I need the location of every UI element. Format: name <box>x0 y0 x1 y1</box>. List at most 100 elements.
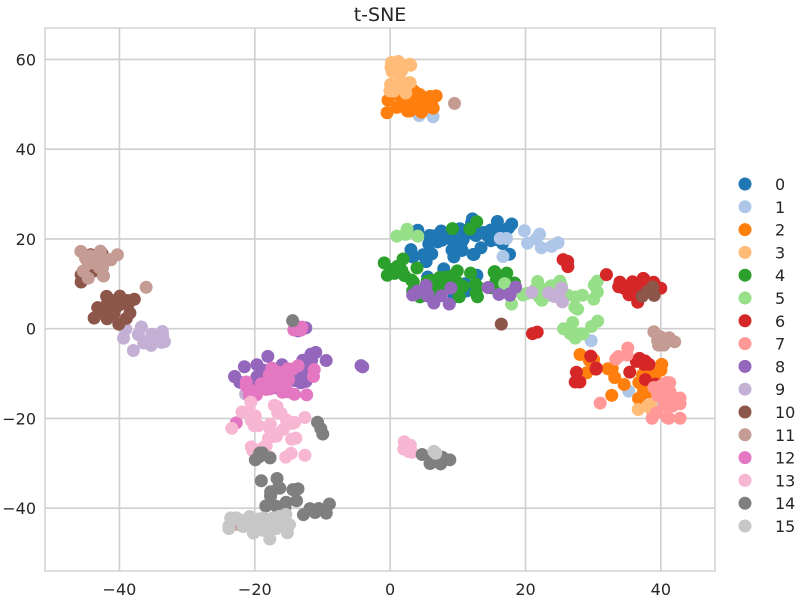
point-series-10 <box>646 280 660 294</box>
point-series-7 <box>662 411 676 425</box>
point-series-14 <box>415 448 429 462</box>
point-series-6 <box>599 268 613 282</box>
point-series-4 <box>450 264 464 278</box>
point-series-13 <box>403 438 417 452</box>
point-series-8 <box>421 287 435 301</box>
point-series-9 <box>157 335 171 349</box>
point-series-4 <box>452 290 466 304</box>
point-series-8 <box>492 287 506 301</box>
point-series-14 <box>443 453 457 467</box>
point-series-5 <box>569 290 583 304</box>
point-series-4 <box>377 256 391 270</box>
y-tick-label: 60 <box>16 50 36 69</box>
point-series-8 <box>319 354 333 368</box>
point-series-4 <box>404 273 418 287</box>
y-tick-label: 40 <box>16 140 36 159</box>
point-series-15 <box>270 511 284 525</box>
legend-label: 3 <box>775 243 785 262</box>
plot-area: −40 −20 0 20 40 −40 −20 0 20 40 60 <box>2 27 716 599</box>
point-series-6 <box>525 327 539 341</box>
point-series-4 <box>396 252 410 266</box>
point-series-15 <box>233 513 247 527</box>
point-series-2 <box>380 106 394 120</box>
y-tick-label: −20 <box>2 409 36 428</box>
point-series-7 <box>645 411 659 425</box>
point-series-2 <box>655 357 669 371</box>
point-series-14 <box>286 314 300 328</box>
point-series-11 <box>97 269 111 283</box>
point-series-5 <box>590 274 604 288</box>
legend-marker-10 <box>738 405 752 419</box>
legend-label: 0 <box>775 175 785 194</box>
point-series-12 <box>247 384 261 398</box>
point-series-7 <box>673 391 687 405</box>
point-series-0 <box>490 215 504 229</box>
point-series-9 <box>555 295 569 309</box>
legend-marker-7 <box>738 337 752 351</box>
legend-label: 11 <box>775 426 795 445</box>
legend-label: 9 <box>775 380 785 399</box>
point-series-4 <box>470 215 484 229</box>
point-series-8 <box>250 358 264 372</box>
point-series-2 <box>605 388 619 402</box>
legend-marker-11 <box>738 428 752 442</box>
legend-label: 6 <box>775 312 785 331</box>
point-series-7 <box>673 411 687 425</box>
point-series-5 <box>591 314 605 328</box>
point-series-5 <box>399 227 413 241</box>
point-series-3 <box>631 403 645 417</box>
point-series-13 <box>279 450 293 464</box>
plot-background <box>45 28 715 571</box>
point-series-4 <box>464 266 478 280</box>
x-tick-label: −20 <box>238 580 272 599</box>
legend-label: 8 <box>775 357 785 376</box>
point-series-7 <box>593 396 607 410</box>
point-series-2 <box>410 97 424 111</box>
point-series-13 <box>247 419 261 433</box>
point-series-10 <box>100 312 114 326</box>
point-series-8 <box>442 297 456 311</box>
legend-marker-8 <box>738 359 752 373</box>
point-series-15 <box>222 522 236 536</box>
legend-marker-14 <box>738 496 752 510</box>
legend-label: 13 <box>775 471 795 490</box>
point-series-7 <box>654 379 668 393</box>
point-series-6 <box>589 361 603 375</box>
point-series-5 <box>411 229 425 243</box>
point-series-14 <box>308 505 322 519</box>
legend-label: 10 <box>775 403 795 422</box>
point-series-1 <box>517 224 531 238</box>
legend-label: 7 <box>775 335 785 354</box>
point-series-0 <box>419 255 433 269</box>
point-series-2 <box>390 100 404 114</box>
point-series-1 <box>499 232 513 246</box>
legend-marker-13 <box>738 473 752 487</box>
y-tick-label: −40 <box>2 499 36 518</box>
point-series-9 <box>117 331 131 345</box>
point-series-4 <box>387 262 401 276</box>
point-series-5 <box>498 277 512 291</box>
x-tick-label: −40 <box>103 580 137 599</box>
point-series-11 <box>139 280 153 294</box>
point-series-8 <box>261 349 275 363</box>
point-series-11 <box>74 244 88 258</box>
point-series-15 <box>280 519 294 533</box>
point-series-12 <box>282 372 296 386</box>
point-series-6 <box>584 349 598 363</box>
point-series-13 <box>267 429 281 443</box>
point-series-6 <box>568 375 582 389</box>
point-series-13 <box>285 417 299 431</box>
point-series-0 <box>466 247 480 261</box>
point-series-8 <box>406 288 420 302</box>
point-series-6 <box>623 365 637 379</box>
legend-marker-15 <box>738 519 752 533</box>
point-series-12 <box>262 368 276 382</box>
point-series-11 <box>104 253 118 267</box>
point-series-6 <box>637 357 651 371</box>
plot-frame <box>44 27 716 572</box>
point-series-7 <box>611 349 625 363</box>
legend-label: 15 <box>775 517 795 536</box>
